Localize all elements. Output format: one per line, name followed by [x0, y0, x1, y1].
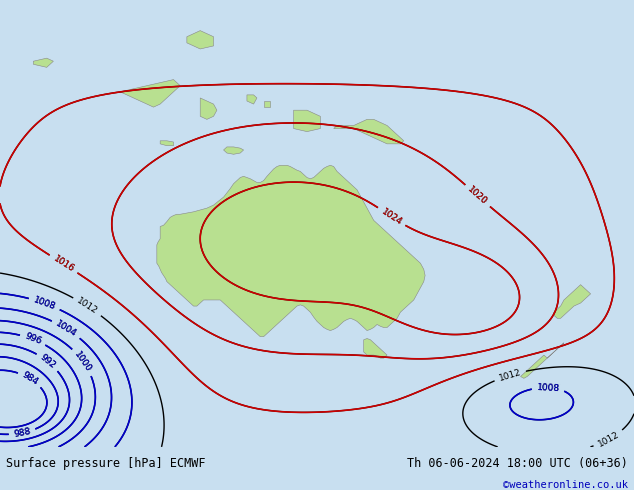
Text: ©weatheronline.co.uk: ©weatheronline.co.uk — [503, 480, 628, 490]
Text: 1024: 1024 — [380, 207, 403, 227]
Polygon shape — [521, 343, 564, 378]
Text: 1008: 1008 — [536, 383, 560, 393]
Text: 1000: 1000 — [73, 350, 93, 374]
Text: 1016: 1016 — [51, 254, 75, 274]
Text: 1004: 1004 — [55, 319, 79, 339]
Text: 1020: 1020 — [466, 185, 489, 207]
Text: 1000: 1000 — [73, 350, 93, 374]
Text: 1004: 1004 — [55, 319, 79, 339]
Text: 996: 996 — [23, 332, 42, 346]
Text: 1016: 1016 — [51, 254, 75, 274]
Polygon shape — [157, 165, 425, 337]
Text: 984: 984 — [20, 370, 40, 387]
Text: 1008: 1008 — [32, 295, 57, 312]
Text: Surface pressure [hPa] ECMWF: Surface pressure [hPa] ECMWF — [6, 457, 206, 470]
Text: 1020: 1020 — [466, 185, 489, 207]
Polygon shape — [247, 95, 257, 104]
Text: 1012: 1012 — [75, 296, 100, 316]
Polygon shape — [264, 101, 270, 107]
Text: 1008: 1008 — [32, 295, 57, 312]
Text: 996: 996 — [23, 332, 42, 346]
Polygon shape — [294, 110, 320, 132]
Polygon shape — [554, 285, 591, 318]
Text: 1012: 1012 — [597, 430, 621, 449]
Polygon shape — [364, 339, 387, 358]
Polygon shape — [187, 30, 214, 49]
Text: 984: 984 — [20, 370, 40, 387]
Text: 1024: 1024 — [380, 207, 403, 227]
Polygon shape — [333, 120, 404, 144]
Polygon shape — [160, 141, 174, 146]
Polygon shape — [200, 98, 217, 120]
Text: Th 06-06-2024 18:00 UTC (06+36): Th 06-06-2024 18:00 UTC (06+36) — [407, 457, 628, 470]
Text: 988: 988 — [13, 427, 32, 439]
Text: 992: 992 — [38, 353, 57, 370]
Text: 1008: 1008 — [536, 383, 560, 393]
Polygon shape — [224, 147, 243, 154]
Polygon shape — [34, 58, 53, 67]
Text: 1012: 1012 — [498, 368, 522, 383]
Text: 992: 992 — [38, 353, 57, 370]
Text: 988: 988 — [13, 427, 32, 439]
Polygon shape — [120, 79, 180, 107]
